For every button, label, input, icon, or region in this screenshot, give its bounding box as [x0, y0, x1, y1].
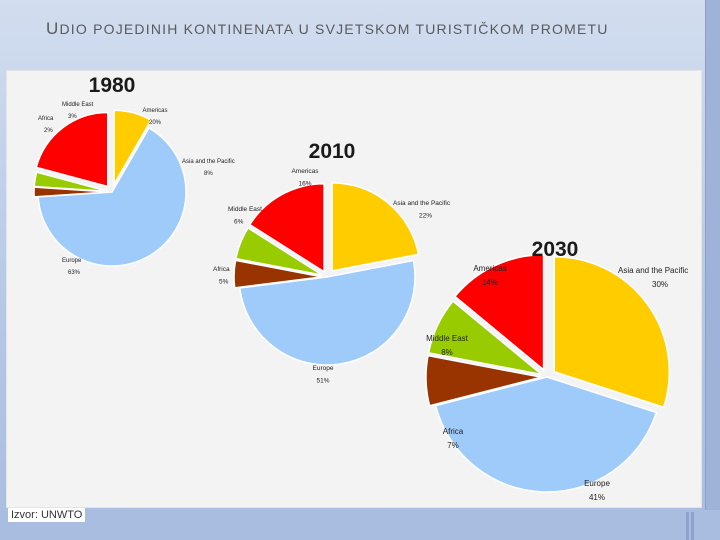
pie-slice-2030-americas: [453, 254, 545, 372]
pie-title-2010: 2010: [309, 140, 356, 163]
pie-slice-1980-europe: [37, 126, 187, 267]
pie-slice-2010-asia-and-the-pacific: [331, 182, 420, 272]
slice-label-2030-middle-east: Middle East: [426, 334, 469, 343]
slice-label-2030-europe: Europe: [584, 479, 610, 488]
slice-value-2030-africa: 7%: [447, 441, 459, 450]
pie-slice-2030-europe: [434, 376, 658, 493]
pie-slice-1980-americas: [35, 111, 109, 188]
pie-slice-1980-asia-and-the-pacific: [113, 109, 153, 188]
slice-label-1980-americas: Americas: [142, 108, 167, 114]
pie-slice-2030-middle-east: [427, 300, 543, 376]
slice-label-1980-middle-east: Middle East: [62, 102, 94, 108]
slice-value-2030-asia-and-the-pacific: 30%: [652, 280, 668, 289]
slice-value-2010-asia-and-the-pacific: 22%: [419, 213, 432, 220]
slice-value-2010-europe: 51%: [316, 378, 329, 385]
pie-slice-1980-middle-east: [33, 171, 109, 193]
slice-value-2030-middle-east: 8%: [441, 348, 453, 357]
slice-label-1980-africa: Africa: [38, 116, 54, 122]
slice-value-2030-europe: 41%: [589, 493, 605, 502]
slice-label-1980-europe: Europe: [62, 258, 82, 264]
slice-label-2010-europe: Europe: [313, 365, 334, 372]
slice-label-2030-americas: Americas: [473, 264, 506, 273]
slice-label-2030-africa: Africa: [443, 427, 464, 436]
source-note: Izvor: UNWTO: [8, 508, 86, 522]
slice-value-2030-americas: 14%: [482, 278, 498, 287]
slice-value-1980-asia-and-the-pacific: 8%: [204, 171, 213, 177]
frame-tick: [691, 512, 694, 540]
slice-label-2010-americas: Americas: [291, 168, 319, 175]
pie-slice-2030-africa: [425, 354, 542, 407]
slice-label-2010-middle-east: Middle East: [228, 206, 262, 213]
pie-slice-2010-europe: [238, 259, 416, 366]
slice-value-1980-middle-east: 3%: [68, 114, 77, 120]
slide-title: Udio pojedinih kontinenata u svjetskom t…: [46, 19, 609, 38]
slice-label-2030-asia-and-the-pacific: Asia and the Pacific: [618, 266, 688, 275]
slice-value-1980-europe: 63%: [68, 270, 81, 276]
pie-title-1980: 1980: [89, 74, 136, 97]
slice-value-1980-americas: 20%: [149, 120, 162, 126]
pie-slice-2010-africa: [233, 259, 323, 289]
slide-right-frame: [705, 0, 720, 540]
pie-title-2030: 2030: [532, 238, 579, 261]
slice-value-1980-africa: 2%: [44, 128, 53, 134]
slice-label-2010-asia-and-the-pacific: Asia and the Pacific: [393, 200, 451, 207]
frame-tick: [686, 512, 689, 540]
pie-slice-2010-middle-east: [235, 226, 323, 276]
slice-value-2010-americas: 16%: [298, 181, 311, 188]
slice-label-1980-asia-and-the-pacific: Asia and the Pacific: [182, 159, 235, 165]
pie-slice-2030-asia-and-the-pacific: [553, 255, 671, 409]
slice-label-2010-africa: Africa: [213, 266, 230, 273]
slice-value-2010-africa: 5%: [219, 279, 229, 286]
slide-bottom-frame: [0, 510, 720, 540]
pie-slice-2010-americas: [248, 182, 325, 274]
slice-value-2010-middle-east: 6%: [234, 219, 244, 226]
